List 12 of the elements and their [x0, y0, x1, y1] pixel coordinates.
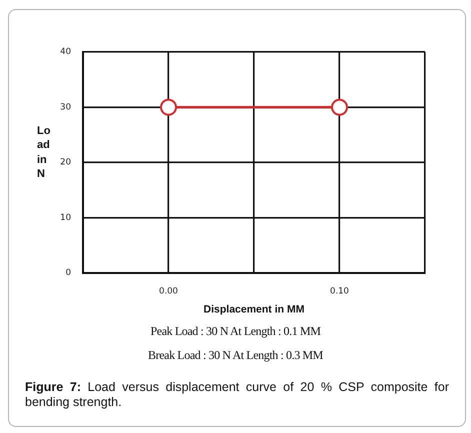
y-tick-label: 20	[60, 158, 71, 168]
caption: Figure 7: Load versus displacement curve of 20 % CSP composite for bending strength.	[25, 380, 449, 409]
y-axis-title: Load in N	[37, 124, 52, 182]
x-axis-title: Displacement in MM	[204, 304, 305, 316]
x-tick-label: 0.10	[330, 286, 349, 296]
x-tick-label: 0.00	[159, 286, 178, 296]
y-tick-label: 40	[60, 47, 71, 58]
text: Peak Load : 30 N At Length : 0.1 MM	[150, 324, 322, 339]
y-tick-label: 0	[66, 268, 71, 278]
y-tick-label: 30	[60, 102, 71, 112]
text: Break Load : 30 N At Length : 0.3 MM	[147, 348, 324, 363]
y-tick-label: 10	[60, 212, 71, 223]
